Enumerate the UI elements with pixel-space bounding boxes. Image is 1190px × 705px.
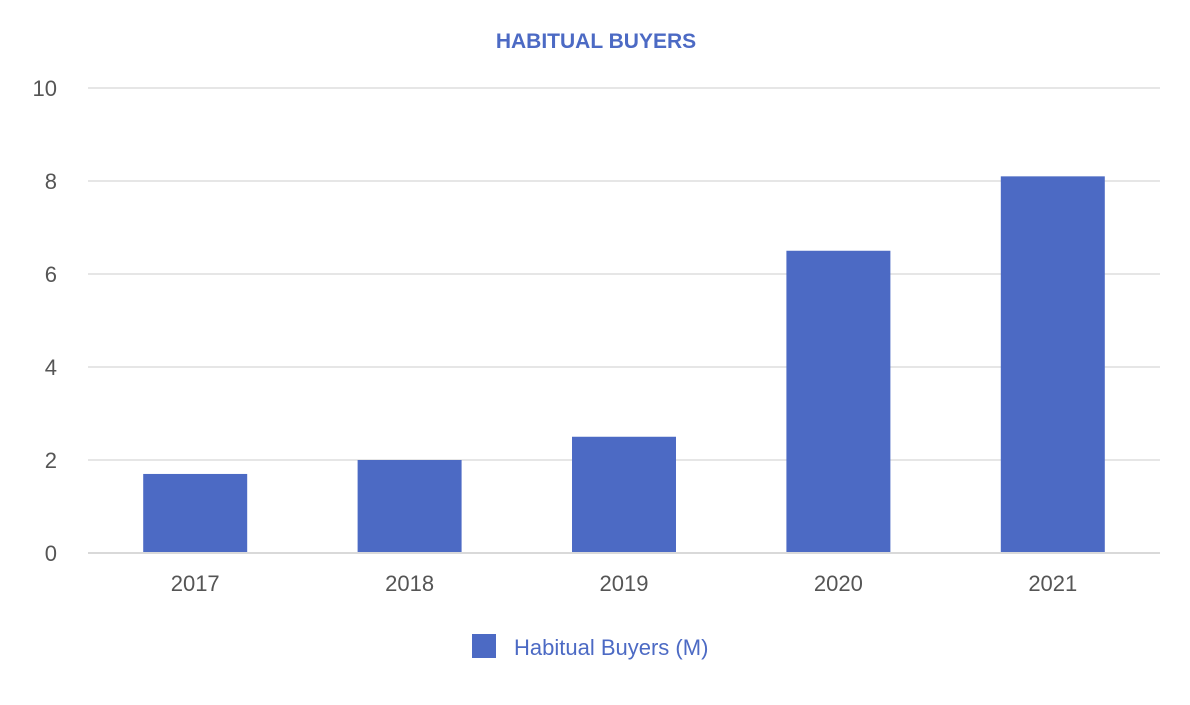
legend: Habitual Buyers (M) (472, 634, 708, 660)
bar-2017 (143, 473, 248, 553)
y-tick-label: 8 (45, 169, 57, 194)
y-tick-label: 6 (45, 262, 57, 287)
x-tick-label: 2019 (600, 571, 649, 596)
legend-swatch (472, 634, 496, 658)
y-tick-label: 2 (45, 448, 57, 473)
x-tick-label: 2020 (814, 571, 863, 596)
x-tick-label: 2021 (1028, 571, 1077, 596)
x-tick-label: 2017 (171, 571, 220, 596)
y-tick-label: 0 (45, 541, 57, 566)
bar-2021 (1000, 176, 1105, 553)
x-tick-label: 2018 (385, 571, 434, 596)
bar-2019 (572, 436, 676, 553)
x-axis-ticks: 2017 2018 2019 2020 2021 (171, 571, 1078, 596)
y-axis-ticks: 0 2 4 6 8 10 (33, 76, 57, 566)
bar-2018 (357, 460, 462, 553)
bar-2020 (786, 250, 891, 553)
chart-title: HABITUAL BUYERS (496, 30, 696, 53)
legend-label: Habitual Buyers (M) (514, 635, 708, 660)
y-tick-label: 4 (45, 355, 57, 380)
bars (143, 176, 1105, 553)
y-tick-label: 10 (33, 76, 57, 101)
gridlines (88, 87, 1160, 461)
